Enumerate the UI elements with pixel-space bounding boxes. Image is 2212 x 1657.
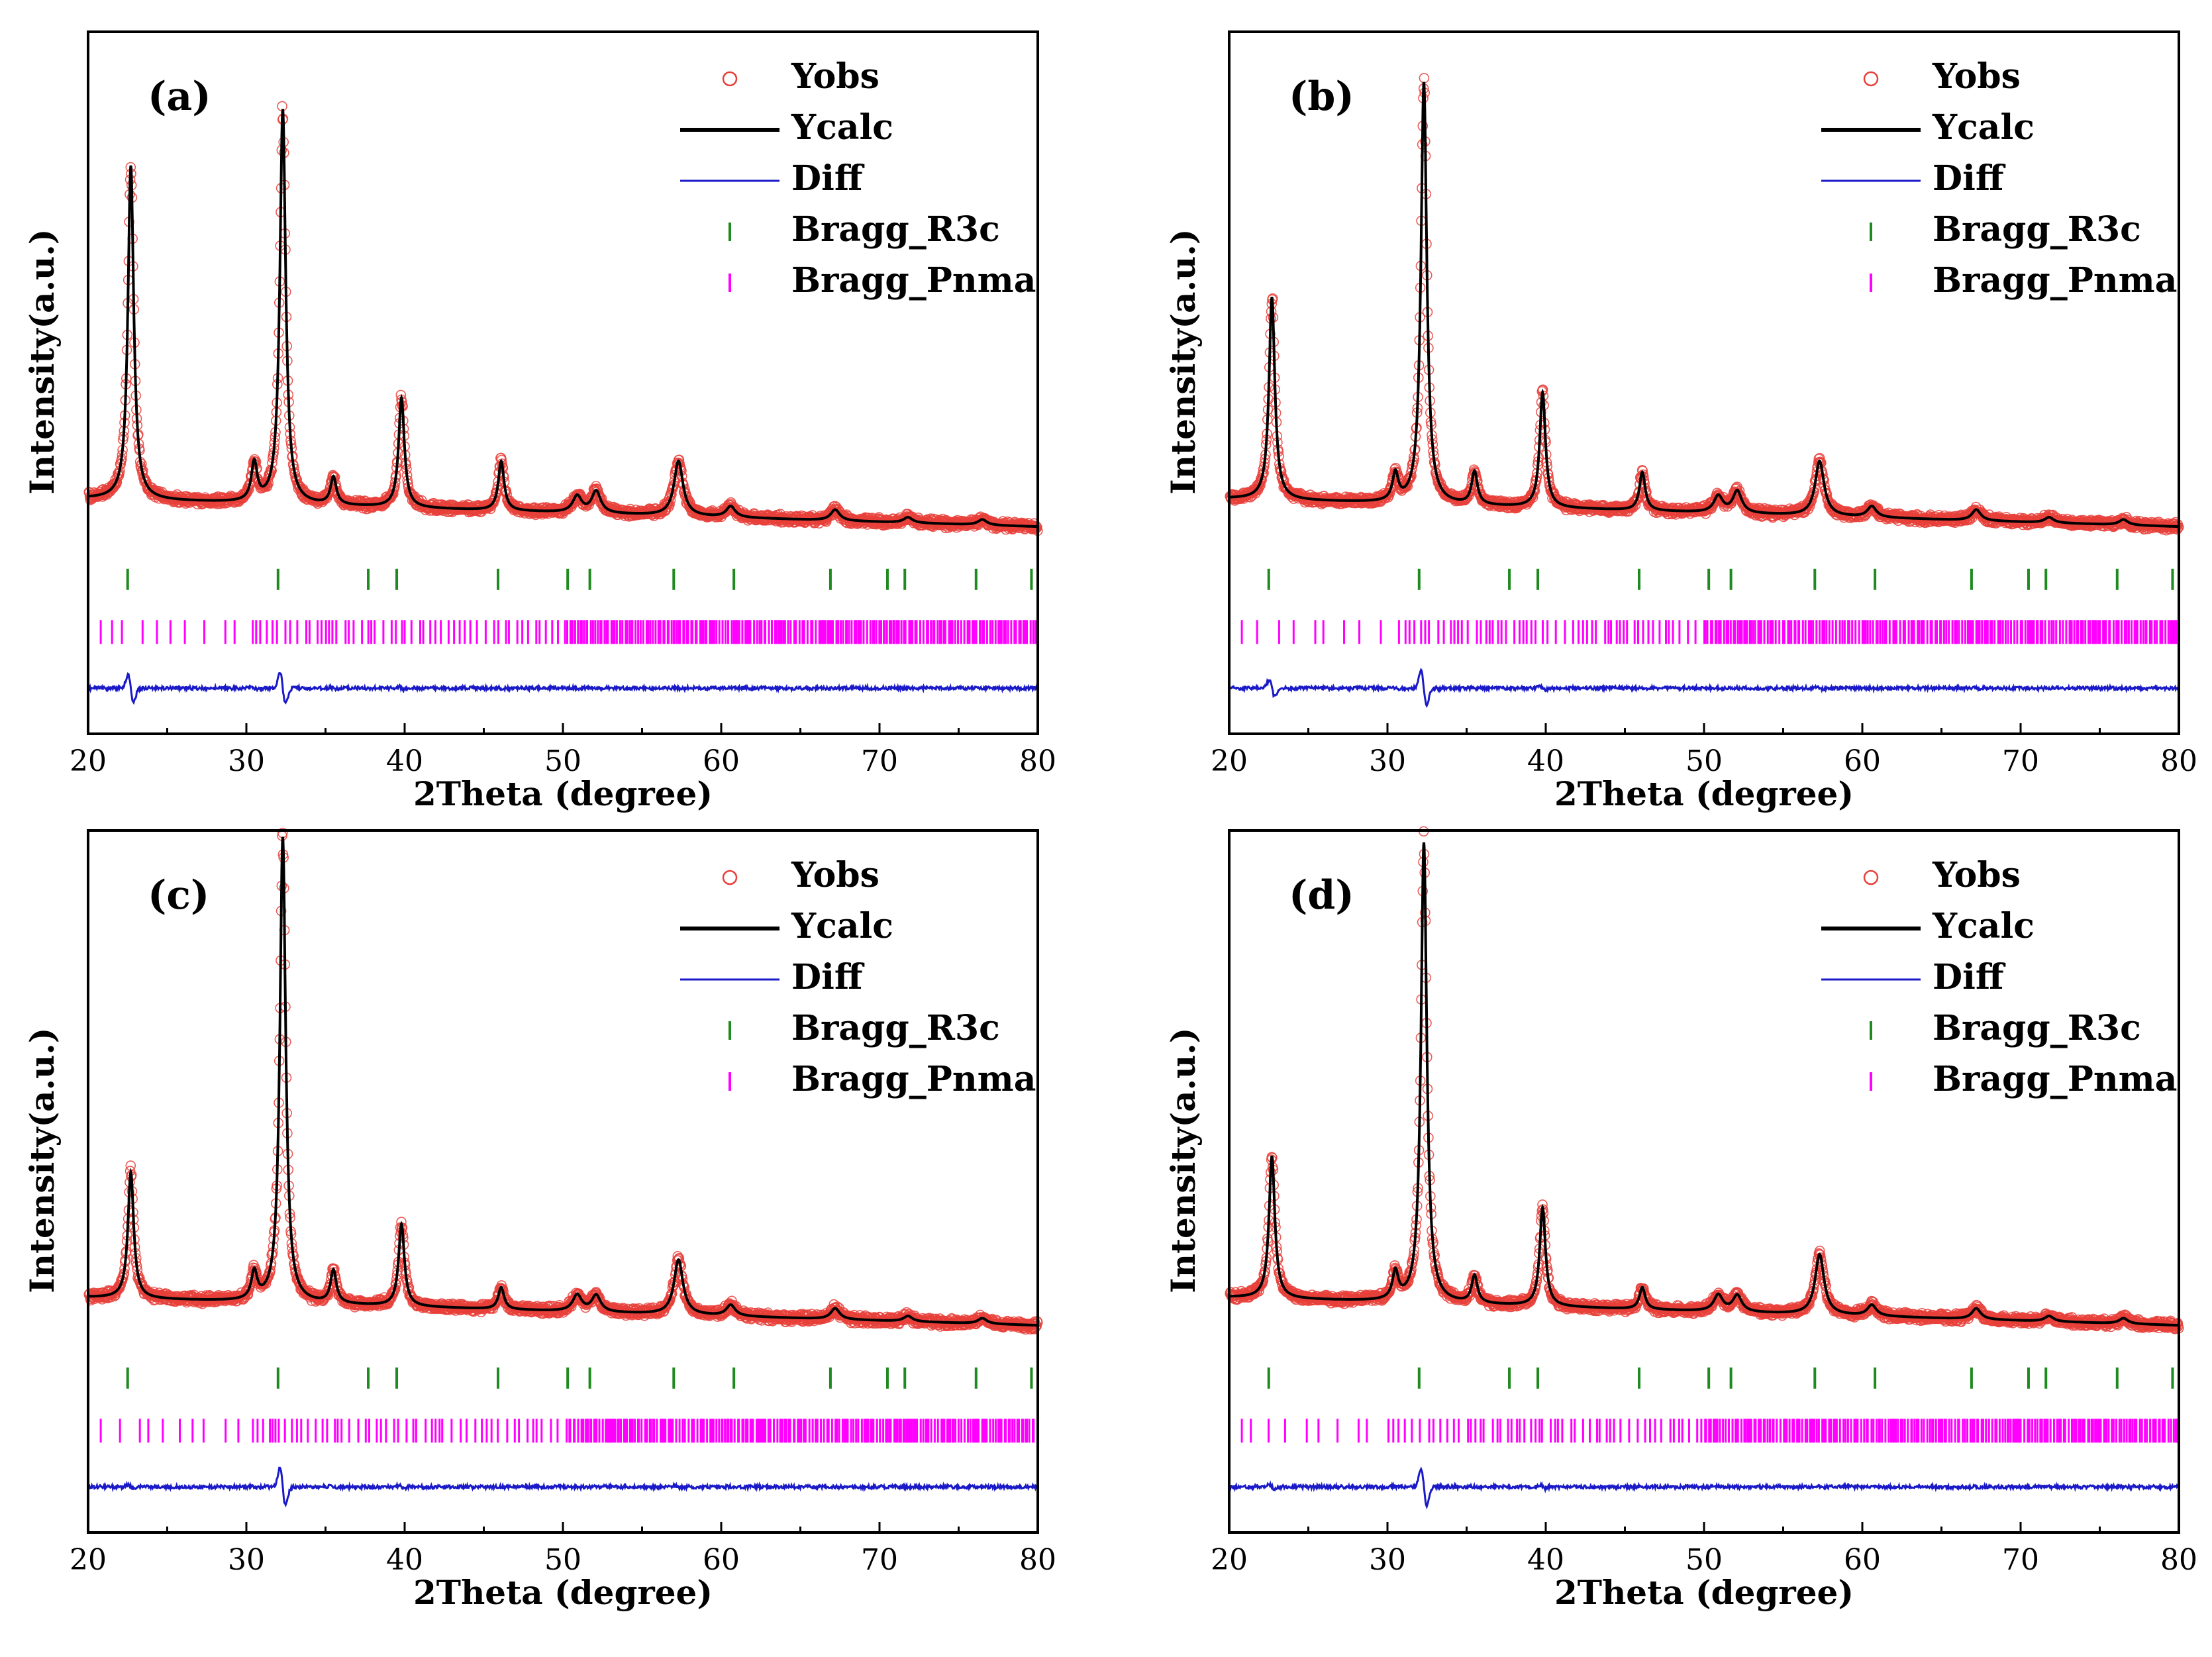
x-tick-label: 70 xyxy=(2002,744,2039,778)
x-tick-label: 40 xyxy=(1527,744,1564,778)
legend-item-bragg-pnma: Bragg_Pnma xyxy=(1870,260,2177,301)
ycalc-line xyxy=(1229,81,2179,528)
legend-label: Ycalc xyxy=(1932,107,2035,148)
legend: Yobs Ycalc Diff Bragg_R3c Bragg_Pnma xyxy=(1821,56,2177,301)
ycalc-line xyxy=(88,109,1038,528)
diff-line xyxy=(87,672,1038,705)
x-tick-label: 50 xyxy=(544,744,581,778)
x-tick-label: 20 xyxy=(1211,744,1248,778)
x-tick-label: 60 xyxy=(703,744,740,778)
legend-label: Yobs xyxy=(1932,56,2021,97)
chart-panel-b: 20 30 40 50 60 70 80 2Theta (degree) Intensity(a… xyxy=(1164,30,2197,813)
x-tick-label: 60 xyxy=(1844,744,1881,778)
x-tick-label: 20 xyxy=(70,744,107,778)
chart-panel-a: 20 30 40 50 60 70 80 2Theta (degree) Intensity(a… xyxy=(23,30,1056,813)
bragg-pnma-ticks xyxy=(99,620,1036,644)
legend-label: Bragg_R3c xyxy=(1933,209,2141,250)
legend-label: Diff xyxy=(791,158,865,199)
x-tick-label: 30 xyxy=(1369,744,1406,778)
legend-item-diff: Diff xyxy=(680,158,865,199)
legend-item-yobs: Yobs xyxy=(722,56,880,97)
legend-label: Bragg_R3c xyxy=(791,209,1000,250)
x-axis-title: 2Theta (degree) xyxy=(413,774,713,813)
x-tick-label: 30 xyxy=(228,744,265,778)
legend-item-bragg-r3c: Bragg_R3c xyxy=(1870,209,2141,250)
bragg-pnma-ticks xyxy=(1240,620,2178,644)
x-tick-label: 40 xyxy=(386,744,423,778)
legend-item-yobs: Yobs xyxy=(1863,56,2021,97)
legend-item-bragg-pnma: Bragg_Pnma xyxy=(729,260,1036,301)
y-axis-title: Intensity(a.u.) xyxy=(1164,229,1203,495)
x-tick-label: 50 xyxy=(1685,744,1723,778)
legend-item-diff: Diff xyxy=(1821,158,2006,199)
yobs-points xyxy=(83,101,1043,536)
yobs-point xyxy=(1419,73,1430,83)
legend-item-bragg-r3c: Bragg_R3c xyxy=(729,209,1000,250)
plot-frame xyxy=(87,30,1039,735)
legend-label: Ycalc xyxy=(791,107,893,148)
bragg-r3c-ticks xyxy=(1267,568,2174,590)
yobs-legend-symbol xyxy=(722,71,738,87)
yobs-point xyxy=(328,471,339,481)
legend-item-ycalc: Ycalc xyxy=(680,107,893,148)
yobs-legend-symbol xyxy=(1863,71,1879,87)
legend-item-ycalc: Ycalc xyxy=(1821,107,2035,148)
x-tick-label: 70 xyxy=(861,744,898,778)
panel-label: (b) xyxy=(1289,74,1354,120)
x-tick-label: 80 xyxy=(1019,744,1056,778)
x-axis-title: 2Theta (degree) xyxy=(1554,774,1854,813)
legend-label: Diff xyxy=(1933,158,2006,199)
legend: Yobs Ycalc Diff Bragg_R3c Bragg_Pnma xyxy=(680,56,1036,301)
x-tick-label: 80 xyxy=(2160,744,2197,778)
y-axis-title: Intensity(a.u.) xyxy=(23,229,62,495)
diff-line xyxy=(1228,668,2180,709)
panel-label: (a) xyxy=(148,74,211,120)
yobs-points xyxy=(1225,73,2184,536)
bragg-r3c-ticks xyxy=(126,568,1033,590)
legend-label: Bragg_Pnma xyxy=(1933,260,2177,301)
legend-label: Yobs xyxy=(791,56,880,97)
legend-label: Bragg_Pnma xyxy=(791,260,1036,301)
